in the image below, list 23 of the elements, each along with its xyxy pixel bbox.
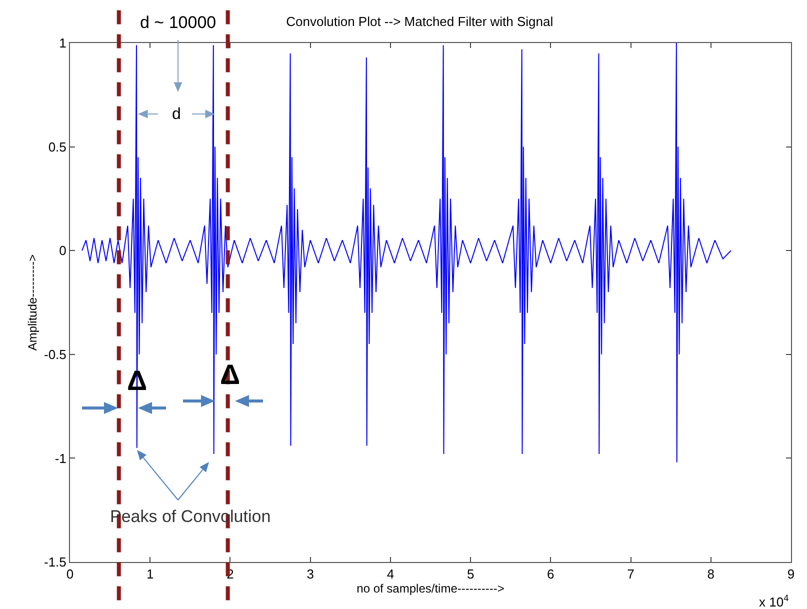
annotation: Δ [220, 359, 240, 390]
chart-title: Convolution Plot --> Matched Filter with Signal [286, 14, 554, 29]
x-tick-label: 9 [787, 566, 795, 582]
x-tick-label: 5 [466, 566, 474, 582]
y-tick-label: -1 [54, 450, 66, 466]
line-series [82, 43, 732, 463]
x-tick-label: 1 [146, 566, 154, 582]
annotation: d [172, 106, 181, 123]
y-tick-label: 0 [59, 243, 66, 258]
y-tick-label: -1.5 [44, 554, 66, 570]
y-axis-title: Amplitude---------> [25, 254, 40, 351]
x-tick-label: 6 [547, 566, 554, 582]
y-tick-label: -0.5 [44, 346, 66, 362]
y-tick-label: 0.5 [48, 139, 66, 154]
annotation: Peaks of Convolution [110, 507, 271, 526]
text: x 10$^{4}$ [759, 593, 789, 609]
x-tick-label: 4 [386, 566, 394, 582]
y-tick-label: 1 [59, 36, 66, 51]
text: d ~ 10000 [140, 13, 216, 32]
x-axis-title: no of samples/time----------> [356, 582, 504, 596]
x-tick-label: 8 [707, 566, 715, 582]
x-tick-label: 7 [627, 566, 634, 582]
x-tick-label: 3 [306, 566, 314, 582]
